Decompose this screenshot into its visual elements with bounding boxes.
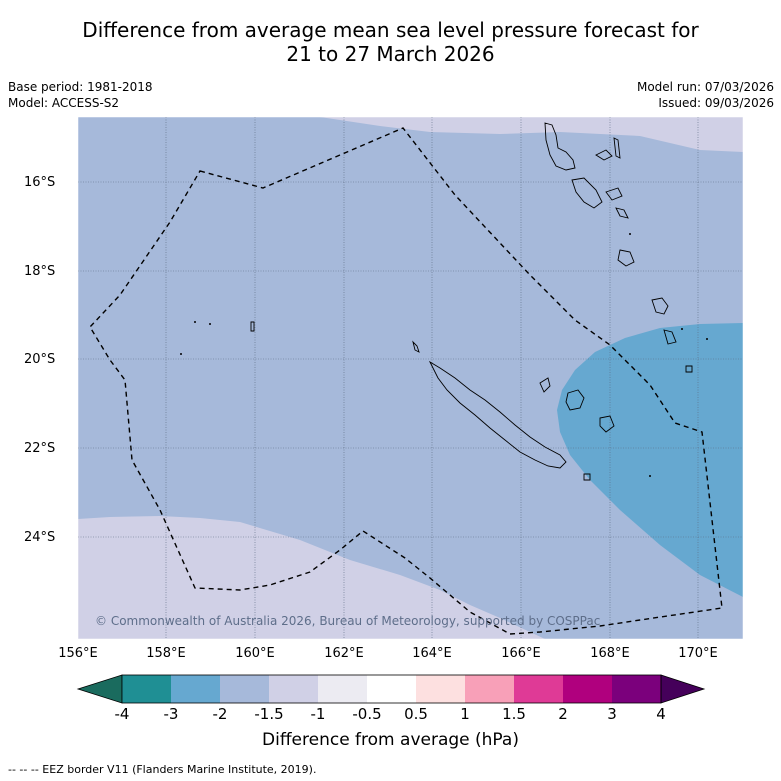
run-info: Model run: 07/03/2026 Issued: 09/03/2026 — [637, 79, 774, 111]
issued-date: Issued: 09/03/2026 — [658, 96, 774, 110]
colorbar-swatch-2 — [171, 675, 220, 703]
lat-label-20s: 20°S — [24, 352, 56, 367]
base-period: Base period: 1981-2018 — [8, 80, 153, 94]
lat-label-22s: 22°S — [24, 441, 56, 456]
lon-label-158e: 158°E — [146, 646, 186, 661]
espiritu-santo-coast — [544, 122, 576, 171]
title-line-2: 21 to 27 March 2026 — [286, 42, 495, 66]
title-line-1: Difference from average mean sea level p… — [82, 18, 699, 42]
colorbar-swatch-10 — [563, 675, 612, 703]
lon-label-160e: 160°E — [235, 646, 275, 661]
lat-label-16s: 16°S — [24, 175, 56, 190]
malakula-coast — [571, 177, 603, 209]
lat-label-18s: 18°S — [24, 264, 56, 279]
tanna-coast — [663, 329, 677, 345]
islet-5 — [681, 328, 683, 330]
colorbar-tick: 2 — [558, 705, 568, 723]
islet-7 — [649, 475, 651, 477]
maewo-coast — [595, 149, 613, 161]
colorbar-swatch-3 — [220, 675, 269, 703]
anomaly-light-southwest — [78, 516, 545, 639]
colorbar-tick: 1.5 — [502, 705, 526, 723]
lifou-coast — [565, 389, 585, 411]
small-islets — [180, 233, 708, 477]
ambrym-coast — [605, 187, 623, 201]
lon-label-168e: 168°E — [590, 646, 630, 661]
ouvea-coast — [539, 377, 551, 393]
colorbar-tick: -4 — [114, 705, 130, 723]
lon-label-164e: 164°E — [412, 646, 452, 661]
model-name: Model: ACCESS-S2 — [8, 96, 120, 110]
isle-of-pines-coast — [583, 473, 591, 481]
colorbar-swatch-9 — [514, 675, 563, 703]
lon-label-170e: 170°E — [678, 646, 718, 661]
map-title: Difference from average mean sea level p… — [0, 18, 781, 66]
base-info: Base period: 1981-2018 Model: ACCESS-S2 — [8, 79, 153, 111]
colorbar-extend-high — [660, 674, 706, 704]
anomaly-dark-east — [557, 323, 743, 597]
colorbar-swatch-7 — [416, 675, 465, 703]
efate-coast — [617, 249, 635, 267]
colorbar-swatch-4 — [269, 675, 318, 703]
chesterfield-reef-coast — [250, 321, 255, 332]
colorbar-tick: 3 — [607, 705, 617, 723]
colorbar-tick: 1 — [460, 705, 470, 723]
model-run: Model run: 07/03/2026 — [636, 80, 774, 94]
colorbar — [76, 674, 706, 704]
colorbar-swatch-11 — [612, 675, 661, 703]
eez-footnote: -- -- -- EEZ border V11 (Flanders Marine… — [8, 763, 317, 776]
lon-label-156e: 156°E — [58, 646, 98, 661]
aneityum-coast — [685, 365, 693, 373]
lon-label-162e: 162°E — [324, 646, 364, 661]
colorbar-tick: -0.5 — [352, 705, 382, 723]
colorbar-swatch-8 — [465, 675, 514, 703]
colorbar-tick: -1 — [310, 705, 326, 723]
pentecost-coast — [613, 137, 621, 159]
anomaly-light-north — [320, 117, 743, 152]
colorbar-tick: -1.5 — [254, 705, 284, 723]
erromango-coast — [651, 297, 669, 315]
lon-label-166e: 166°E — [501, 646, 541, 661]
map-frame — [77, 116, 744, 640]
colorbar-tick: 0.5 — [404, 705, 428, 723]
epi-coast — [615, 207, 629, 219]
lat-label-24s: 24°S — [24, 530, 56, 545]
colorbar-title: Difference from average (hPa) — [262, 730, 519, 750]
colorbar-swatch-1 — [122, 675, 171, 703]
colorbar-outline — [121, 674, 662, 704]
islet-4 — [629, 233, 631, 235]
colorbar-swatch-6 — [367, 675, 416, 703]
colorbar-tick: -2 — [212, 705, 228, 723]
colorbar-extend-low — [76, 674, 123, 704]
islet-6 — [706, 338, 708, 340]
gridlines — [78, 117, 743, 639]
new-caledonia-coast — [428, 360, 567, 469]
eez-border — [89, 127, 723, 635]
coastlines — [250, 122, 693, 481]
islet-2 — [209, 323, 211, 325]
belep-islands-coast — [412, 340, 420, 353]
copyright-watermark: © Commonwealth of Australia 2026, Bureau… — [95, 614, 601, 628]
mare-coast — [599, 415, 615, 433]
islet-1 — [194, 321, 196, 323]
colorbar-tick: 4 — [656, 705, 666, 723]
colorbar-swatch-5 — [318, 675, 367, 703]
islet-3 — [180, 353, 182, 355]
colorbar-tick: -3 — [163, 705, 179, 723]
